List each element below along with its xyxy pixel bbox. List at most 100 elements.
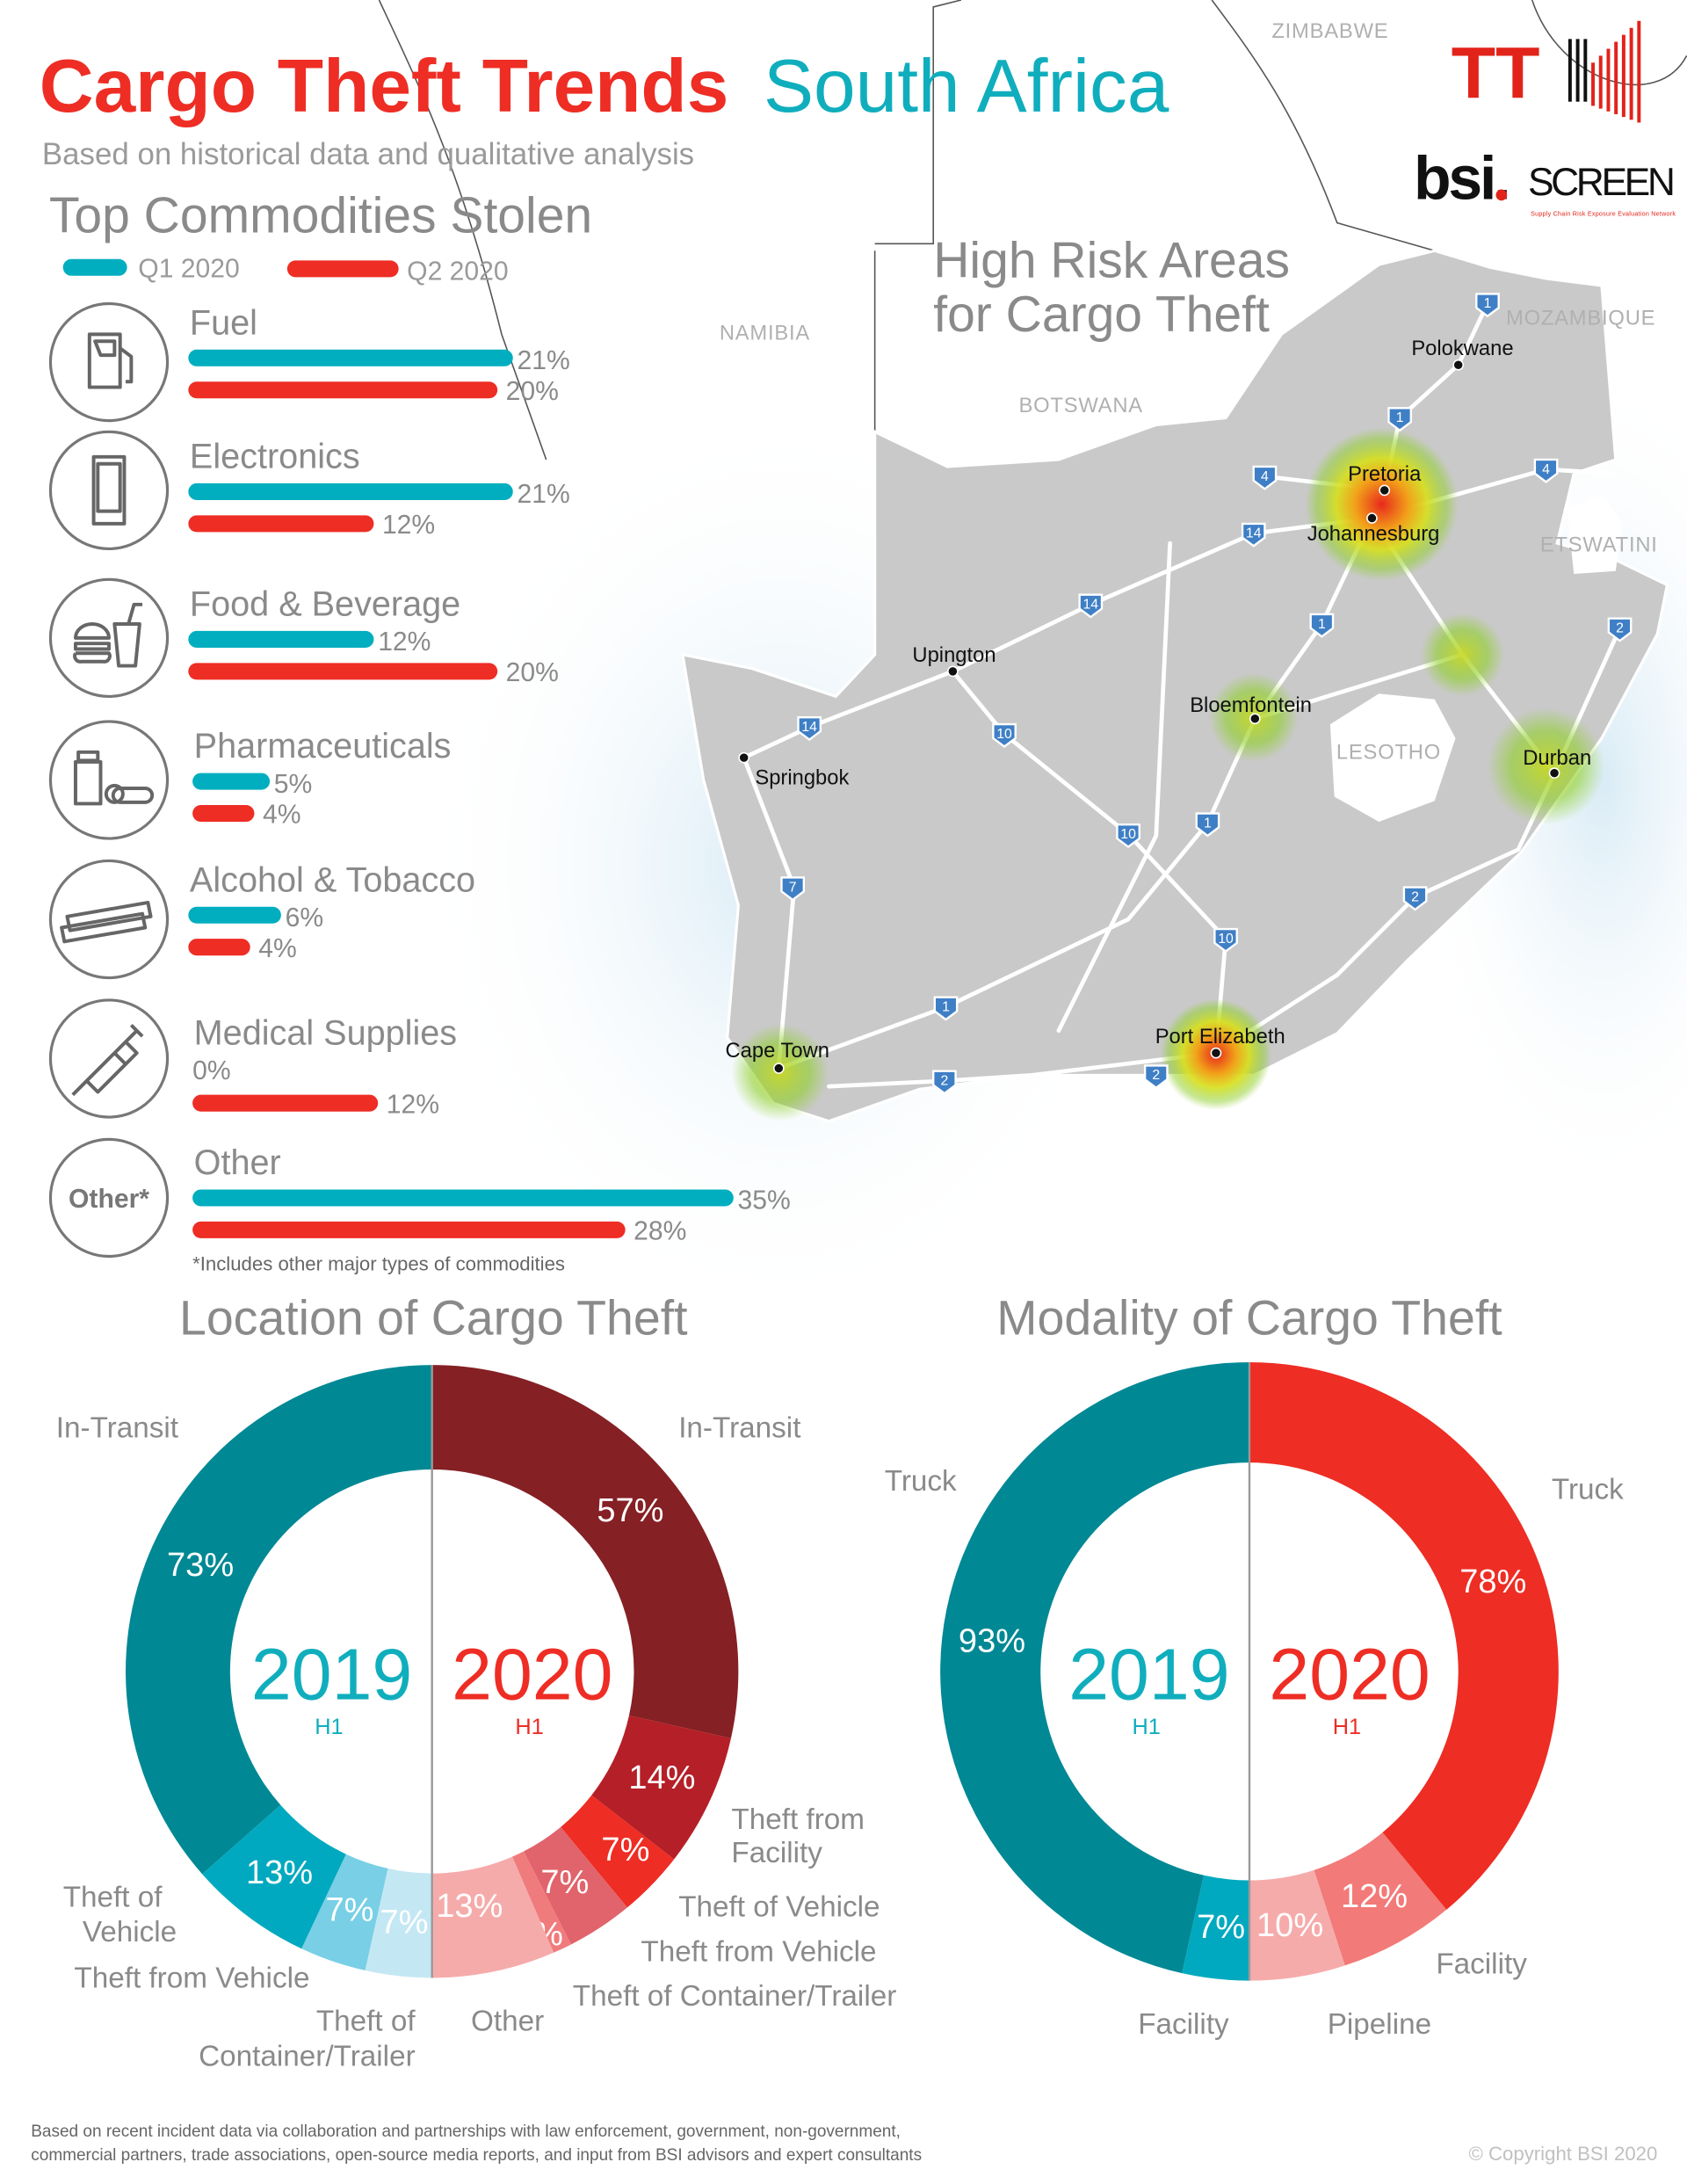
city-marker: Johannesburg <box>1307 512 1439 546</box>
map: ZIMBABWE NAMIBIA BOTSWANA LESOTHO ETSWATINI M… <box>378 0 1687 1324</box>
segment-label: 7% <box>1197 1909 1245 1946</box>
svg-text:2: 2 <box>1411 889 1419 904</box>
svg-text:14: 14 <box>801 720 817 735</box>
city-marker: Port Elizabeth <box>1155 1025 1285 1059</box>
segment-label: 7% <box>601 1832 649 1868</box>
route-shield: 1 <box>933 996 959 1021</box>
city-marker: Polokwane <box>1411 337 1514 371</box>
donut-segment-2020-theft-of-vehicle <box>561 1795 675 1908</box>
segment-label: 57% <box>597 1492 663 1529</box>
page-title: Cargo Theft Trends South Africa <box>40 45 1169 128</box>
title-teal: South Africa <box>764 45 1169 128</box>
city-label: Durban <box>1523 746 1591 770</box>
other-text-icon: Other* <box>48 1137 170 1259</box>
country-label: ZIMBABWE <box>1271 19 1388 43</box>
svg-text:2: 2 <box>1152 1068 1160 1083</box>
commodity-name: Fuel <box>190 303 257 342</box>
commodity-row: Fuel 21%20% <box>48 301 570 423</box>
commodity-row: Pharmaceuticals 5%4% <box>48 720 451 840</box>
city-label: Polokwane <box>1411 337 1513 360</box>
bar-q2 <box>188 515 374 533</box>
segment-label: 7% <box>540 1864 589 1901</box>
route-shield: 10 <box>1116 824 1140 849</box>
neighbor-border <box>378 0 547 461</box>
bar-q1 <box>192 773 271 790</box>
bar-q2-label: 12% <box>387 1090 439 1119</box>
route-shield: 2 <box>932 1070 957 1095</box>
label-truck-2020: Truck <box>1552 1473 1624 1506</box>
bar-q2 <box>192 1221 626 1238</box>
city-label: Pretoria <box>1348 462 1422 486</box>
svg-text:SCREEN: SCREEN <box>1528 161 1676 204</box>
donut-segment-2019-theft-from-vehicle <box>301 1854 388 1971</box>
footer-source-line1: Based on recent incident data via collab… <box>31 2122 901 2141</box>
bar-q2 <box>188 663 498 680</box>
bar-q2-label: 28% <box>634 1216 686 1245</box>
city-marker: Pretoria <box>1348 462 1422 497</box>
donut-segment-2020-pipeline <box>1249 1869 1345 1981</box>
commodity-name: Electronics <box>190 438 360 476</box>
donut-segment-2019-theft-of-container-trailer <box>365 1868 432 1978</box>
label-theft-from-vehicle-2019: Theft from Vehicle <box>74 1963 309 1995</box>
burger-drink-icon <box>48 577 170 698</box>
page-subtitle: Based on historical data and qualitative… <box>42 137 694 171</box>
route-shield: 14 <box>1241 522 1266 548</box>
route-shield: 10 <box>1213 927 1238 953</box>
city-marker: Upington <box>912 643 996 678</box>
bar-q1-label: 5% <box>274 770 313 799</box>
half-label: H1 <box>515 1715 543 1739</box>
svg-text:14: 14 <box>1246 526 1262 541</box>
pills-bottle-icon <box>48 720 170 840</box>
bar-q1-label: 12% <box>378 628 431 657</box>
commodity-name: Alcohol & Tobacco <box>190 860 475 899</box>
commodity-row: Food & Beverage 12% 20% <box>48 577 559 698</box>
route-shield: 7 <box>780 876 806 902</box>
label-in-transit-2020: In-Transit <box>678 1412 800 1445</box>
svg-text:Other*: Other* <box>69 1185 149 1214</box>
segment-label: 78% <box>1459 1564 1526 1600</box>
donut-segment-2020-other <box>431 1856 554 1978</box>
route-shield: 4 <box>1533 458 1559 483</box>
legend-label-q1: Q1 2020 <box>138 254 240 283</box>
svg-text:2: 2 <box>1616 621 1624 636</box>
country-label: ETSWATINI <box>1540 533 1658 557</box>
svg-text:bsi.: bsi. <box>1414 144 1508 213</box>
bar-q1-label: 35% <box>738 1186 791 1215</box>
label-container-2019: Theft of <box>316 2006 416 2038</box>
bar-q1-label: 21% <box>518 480 570 509</box>
bar-q2-label: 12% <box>382 511 435 540</box>
donut-segment-2020-truck <box>1249 1361 1559 1910</box>
syringe-icon <box>48 998 170 1119</box>
bar-q1 <box>188 630 374 648</box>
donut-segment-2020-theft-of-container-trailer <box>511 1851 571 1953</box>
label-other-2020: Other <box>471 2006 544 2038</box>
country-label: BOTSWANA <box>1018 394 1142 417</box>
bar-q2-label: 4% <box>263 801 301 830</box>
segment-label: 73% <box>167 1547 234 1584</box>
label-theft-from-vehicle-2020: Theft from Vehicle <box>641 1935 876 1968</box>
tt-logo: TT <box>1452 20 1641 123</box>
svg-text:4: 4 <box>1261 469 1269 484</box>
segment-label: 13% <box>246 1854 313 1891</box>
commodity-row: Alcohol & Tobacco 6%4% <box>48 859 475 980</box>
title-red: Cargo Theft Trends <box>40 45 729 128</box>
svg-text:4: 4 <box>1542 462 1550 477</box>
fuel-pump-icon <box>48 301 170 423</box>
modality-category-labels: Truck Facility Truck Facility Pipeline <box>885 1465 1624 2041</box>
bsi-screen-logo: bsi. SCREEN Supply Chain Risk Exposure E… <box>1414 144 1676 218</box>
donut-segment-2020-theft-from-vehicle <box>524 1826 627 1945</box>
commodities-title: Top Commodities Stolen <box>49 188 592 244</box>
bar-q1-label: 21% <box>518 346 570 375</box>
svg-text:10: 10 <box>996 727 1012 742</box>
bar-q1-label: 0% <box>192 1056 231 1085</box>
bar-q2-label: 4% <box>258 934 297 963</box>
year-label: 2019 <box>251 1634 412 1715</box>
map-title-line2: for Cargo Theft <box>933 287 1270 343</box>
svg-text:TT: TT <box>1452 33 1540 113</box>
neighbor-border <box>873 0 962 432</box>
half-label: H1 <box>1132 1715 1160 1739</box>
label-theft-of-vehicle-2020: Theft of Vehicle <box>678 1891 880 1924</box>
route-shield: 2 <box>1402 886 1428 911</box>
route-shield: 4 <box>1252 465 1278 490</box>
location-category-labels: In-Transit Theft of Vehicle Theft from V… <box>56 1412 897 2073</box>
